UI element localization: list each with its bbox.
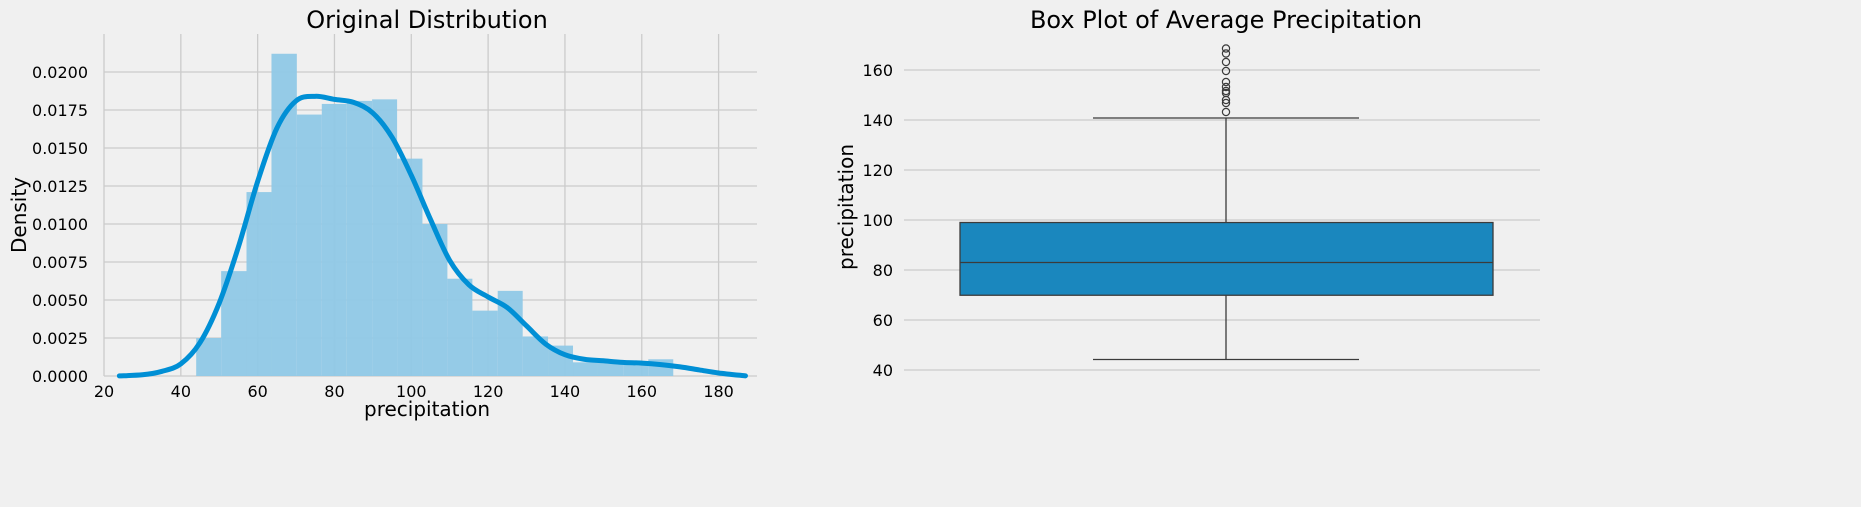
histogram-bar <box>296 114 322 376</box>
histogram-x-ticks: 20 40 60 80 100 120 140 160 180 <box>94 382 734 401</box>
histogram-y-label: Density <box>7 177 31 253</box>
histogram-bar <box>623 362 649 376</box>
x-tick-label: 160 <box>626 382 657 401</box>
outlier-point <box>1221 98 1231 108</box>
y-tick-label: 120 <box>862 161 893 180</box>
histogram-bar <box>573 362 598 376</box>
boxplot-title: Box Plot of Average Precipitation <box>1030 6 1422 34</box>
outlier-point <box>1221 66 1231 76</box>
y-tick-label: 100 <box>862 211 893 230</box>
x-tick-label: 80 <box>324 382 344 401</box>
y-tick-label: 0.0100 <box>32 215 88 234</box>
outlier-points <box>1221 44 1231 117</box>
y-tick-label: 140 <box>862 111 893 130</box>
outlier-point <box>1221 82 1231 92</box>
y-tick-label: 0.0150 <box>32 139 88 158</box>
outlier-point <box>1221 86 1231 96</box>
iqr-box <box>959 221 1494 296</box>
x-tick-label: 140 <box>550 382 581 401</box>
histogram-bars <box>196 53 674 377</box>
x-tick-label: 180 <box>703 382 734 401</box>
histogram-y-ticks: 0.0000 0.0025 0.0050 0.0075 0.0100 0.0125 0.01… <box>32 63 88 386</box>
x-tick-label: 40 <box>171 382 191 401</box>
histogram-bar <box>321 103 347 377</box>
y-tick-label: 0.0025 <box>32 329 88 348</box>
histogram-bar <box>597 362 624 376</box>
histogram-title: Original Distribution <box>306 6 548 34</box>
outlier-point <box>1221 44 1231 53</box>
y-tick-label: 0.0175 <box>32 101 88 120</box>
histogram-bar <box>447 278 473 376</box>
kde-line <box>116 93 748 379</box>
outlier-point <box>1221 107 1231 117</box>
boxplot-y-ticks: 40 60 80 100 120 140 160 <box>862 61 893 380</box>
y-tick-label: 160 <box>862 61 893 80</box>
histogram-x-label: precipitation <box>364 397 490 421</box>
histogram-bar <box>346 100 373 376</box>
histogram-bar <box>246 192 272 376</box>
y-tick-label: 0.0000 <box>32 367 88 386</box>
y-tick-label: 0.0200 <box>32 63 88 82</box>
outlier-point <box>1221 77 1231 87</box>
y-tick-label: 0.0050 <box>32 291 88 310</box>
y-tick-label: 60 <box>873 311 893 330</box>
boxplot-y-label: precipitation <box>834 144 858 270</box>
histogram-bar <box>372 99 398 377</box>
y-tick-label: 40 <box>873 361 893 380</box>
histogram-chart: 20 40 60 80 100 120 140 160 180 0.00000.00250.00… <box>7 6 757 421</box>
x-tick-label: 20 <box>94 382 114 401</box>
boxplot-chart: 40 60 80 100 120 140 160 Box Plot of Average P… <box>834 6 1540 380</box>
x-tick-label: 60 <box>247 382 267 401</box>
x-tick-label: 100 <box>396 382 427 401</box>
y-tick-label: 80 <box>873 261 893 280</box>
outlier-point <box>1221 49 1231 58</box>
outlier-point <box>1221 57 1231 67</box>
x-tick-label: 120 <box>473 382 504 401</box>
y-tick-label: 0.0125 <box>32 177 88 196</box>
y-tick-label: 0.0075 <box>32 253 88 272</box>
histogram-bar <box>472 310 498 376</box>
